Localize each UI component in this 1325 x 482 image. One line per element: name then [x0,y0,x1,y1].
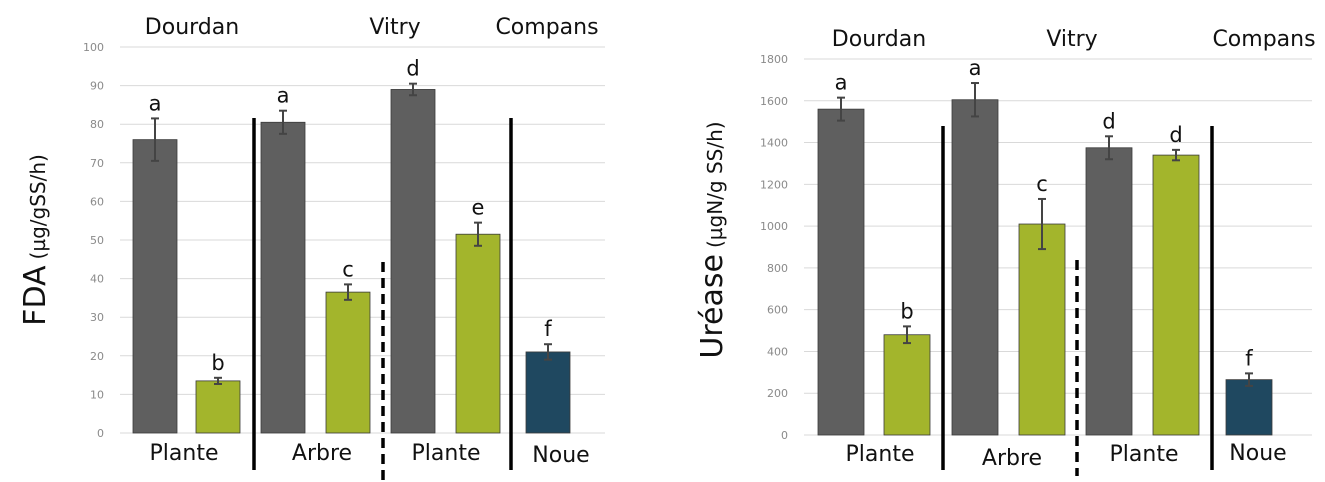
y-axis-title-main: FDA [18,265,53,326]
y-tick-label: 0 [781,429,788,442]
y-axis-title-main: Uréase [695,254,730,359]
group-label: Noue [1229,441,1286,466]
group-label: Arbre [982,446,1042,471]
site-label: Dourdan [145,15,239,40]
y-tick-label: 1600 [760,95,788,108]
site-label: Compans [495,15,598,40]
bar [260,121,306,434]
y-tick-label: 1200 [760,178,788,191]
y-tick-label: 50 [90,234,104,247]
significance-letter: e [472,196,485,220]
significance-letter: b [211,351,224,375]
y-tick-label: 600 [767,304,788,317]
bar [195,380,241,434]
site-label: Vitry [1046,27,1097,52]
bar [1225,379,1273,436]
y-tick-label: 70 [90,157,104,170]
y-tick-label: 400 [767,345,788,358]
significance-letter: a [149,91,162,115]
y-axis-title: Uréase (µgN/g SS/h) [695,121,730,358]
bar [525,351,571,434]
y-tick-label: 90 [90,80,104,93]
y-tick-label: 1400 [760,137,788,150]
significance-letter: c [342,257,354,281]
urease-chart: 0 200 400 600 800 1000 1200 1400 1600 1800 a b a c d d f… [695,27,1316,476]
y-tick-label: 1000 [760,220,788,233]
bar [455,233,501,434]
group-label: Plante [846,442,915,467]
fda-chart: 0 10 20 30 40 50 60 70 80 90 100 a b a c d e f Dourdan Vitr… [18,15,605,482]
bar [325,291,371,434]
y-tick-label: 30 [90,311,104,324]
significance-letter: c [1036,172,1048,196]
bar [1085,147,1133,436]
significance-letter: d [1102,109,1115,133]
y-tick-label: 40 [90,273,104,286]
significance-letter: a [969,56,982,80]
significance-letter: b [900,299,913,323]
significance-letter: d [1169,123,1182,147]
y-tick-label: 800 [767,262,788,275]
bar [1018,223,1066,436]
bar [883,334,931,436]
group-label: Noue [532,443,589,468]
y-tick-label: 0 [97,427,104,440]
group-label: Plante [150,441,219,466]
bar [951,99,999,436]
site-label: Compans [1212,27,1315,52]
significance-letter: f [1245,346,1253,370]
bar [1152,154,1200,436]
y-tick-label: 20 [90,350,104,363]
significance-letter: a [835,71,848,95]
y-tick-label: 60 [90,195,104,208]
y-axis-title: FDA (µg/gSS/h) [18,154,53,326]
site-label: Vitry [369,15,420,40]
bar [390,89,436,434]
y-tick-label: 10 [90,388,104,401]
group-label: Arbre [292,441,352,466]
group-label: Plante [412,441,481,466]
significance-letter: a [277,84,290,108]
y-tick-label: 100 [83,41,104,54]
y-tick-label: 1800 [760,53,788,66]
y-axis-title-unit: (µgN/g SS/h) [703,121,727,248]
site-label: Dourdan [832,27,926,52]
group-label: Plante [1110,442,1179,467]
bar [132,139,178,434]
y-tick-label: 200 [767,387,788,400]
significance-letter: f [544,317,552,341]
y-axis-title-unit: (µg/gSS/h) [26,154,50,259]
y-tick-label: 80 [90,118,104,131]
bar [817,108,865,436]
significance-letter: d [406,57,419,81]
